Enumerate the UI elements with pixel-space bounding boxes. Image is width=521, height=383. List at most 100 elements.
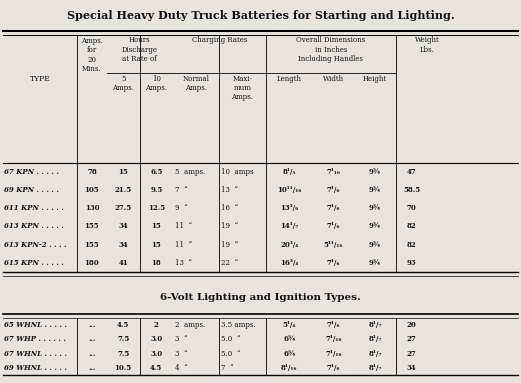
Text: 613 KPN . . . . .: 613 KPN . . . . .	[4, 223, 64, 231]
Text: 67 KPN . . . . .: 67 KPN . . . . .	[4, 168, 59, 176]
Text: 9¾: 9¾	[369, 204, 381, 212]
Text: 7¹/₆: 7¹/₆	[327, 223, 340, 231]
Text: 14¹/₇: 14¹/₇	[280, 223, 299, 231]
Text: ...: ...	[88, 321, 96, 329]
Text: 4  “: 4 “	[175, 364, 188, 372]
Text: 615 KPN . . . . .: 615 KPN . . . . .	[4, 259, 64, 267]
Text: 7¹/₆: 7¹/₆	[327, 364, 340, 372]
Text: Amps.
for
20
Mins.: Amps. for 20 Mins.	[81, 37, 103, 73]
Text: 70: 70	[407, 204, 416, 212]
Text: 3.0: 3.0	[150, 336, 163, 344]
Text: 613 KPN-2 . . . .: 613 KPN-2 . . . .	[4, 241, 67, 249]
Text: 7¹/₆: 7¹/₆	[327, 186, 340, 194]
Text: 65 WHNL . . . . .: 65 WHNL . . . . .	[4, 321, 67, 329]
Text: 67 WHP . . . . . .: 67 WHP . . . . . .	[4, 336, 66, 344]
Text: 21.5: 21.5	[115, 186, 132, 194]
Text: 11  “: 11 “	[175, 223, 192, 231]
Text: Maxi-
mum
Amps.: Maxi- mum Amps.	[231, 75, 253, 101]
Text: 155: 155	[84, 223, 100, 231]
Text: 15: 15	[152, 241, 161, 249]
Text: 180: 180	[84, 259, 100, 267]
Text: ...: ...	[88, 336, 96, 344]
Text: 155: 155	[84, 241, 100, 249]
Text: 5.0  “: 5.0 “	[221, 336, 240, 344]
Text: 8¹/₇: 8¹/₇	[368, 364, 382, 372]
Text: 7¹₁₆: 7¹₁₆	[327, 168, 340, 176]
Text: 27: 27	[407, 336, 416, 344]
Text: 2: 2	[154, 321, 159, 329]
Text: 3  “: 3 “	[175, 336, 188, 344]
Text: 10¹¹/₁₆: 10¹¹/₁₆	[277, 186, 301, 194]
Text: 16  “: 16 “	[221, 204, 238, 212]
Text: 82: 82	[407, 241, 416, 249]
Text: 7¹/₆: 7¹/₆	[327, 204, 340, 212]
Text: 78: 78	[87, 168, 97, 176]
Text: 34: 34	[118, 241, 128, 249]
Text: 8¹/₅: 8¹/₅	[282, 168, 296, 176]
Text: 20: 20	[407, 321, 416, 329]
Text: 13³/₆: 13³/₆	[280, 204, 299, 212]
Text: 93: 93	[407, 259, 416, 267]
Text: 9  “: 9 “	[175, 204, 188, 212]
Text: 41: 41	[118, 259, 128, 267]
Text: 7.5: 7.5	[117, 336, 129, 344]
Text: 7¹/₆: 7¹/₆	[327, 321, 340, 329]
Text: 7¹/₁₆: 7¹/₁₆	[325, 350, 342, 358]
Text: 3.5 amps.: 3.5 amps.	[221, 321, 255, 329]
Text: 2  amps.: 2 amps.	[175, 321, 205, 329]
Text: 15: 15	[118, 168, 128, 176]
Text: Overall Dimensions
in Inches
Including Handles: Overall Dimensions in Inches Including H…	[296, 36, 365, 63]
Text: 9¾: 9¾	[369, 168, 381, 176]
Text: 105: 105	[84, 186, 100, 194]
Text: Weight
Lbs.: Weight Lbs.	[415, 36, 440, 54]
Text: 8¹/₇: 8¹/₇	[368, 350, 382, 358]
Text: 12.5: 12.5	[148, 204, 165, 212]
Text: 19  “: 19 “	[221, 241, 238, 249]
Text: 5  amps.: 5 amps.	[175, 168, 205, 176]
Text: 13  “: 13 “	[221, 186, 238, 194]
Text: 6-Volt Lighting and Ignition Types.: 6-Volt Lighting and Ignition Types.	[160, 293, 361, 302]
Text: 4.5: 4.5	[150, 364, 163, 372]
Text: 6.5: 6.5	[150, 168, 163, 176]
Text: 67 WHNL . . . . .: 67 WHNL . . . . .	[4, 350, 67, 358]
Text: 5
Amps.: 5 Amps.	[112, 75, 134, 92]
Text: 9¾: 9¾	[369, 241, 381, 249]
Text: 34: 34	[407, 364, 416, 372]
Text: 19  “: 19 “	[221, 223, 238, 231]
Text: Length: Length	[277, 75, 302, 83]
Text: 8¹/₁₆: 8¹/₁₆	[281, 364, 297, 372]
Text: 6¾: 6¾	[283, 336, 295, 344]
Text: 9¾: 9¾	[369, 223, 381, 231]
Text: 34: 34	[118, 223, 128, 231]
Text: 130: 130	[85, 204, 99, 212]
Text: 8¹/₇: 8¹/₇	[368, 321, 382, 329]
Text: 6¾: 6¾	[283, 350, 295, 358]
Text: 9¾: 9¾	[369, 186, 381, 194]
Text: 69 KPN . . . . .: 69 KPN . . . . .	[4, 186, 59, 194]
Text: 82: 82	[407, 223, 416, 231]
Text: Normal
Amps.: Normal Amps.	[182, 75, 209, 92]
Text: 10.5: 10.5	[115, 364, 132, 372]
Text: 22  “: 22 “	[221, 259, 238, 267]
Text: 27.5: 27.5	[115, 204, 132, 212]
Text: 16³/₄: 16³/₄	[280, 259, 299, 267]
Text: 7¹/₆: 7¹/₆	[327, 259, 340, 267]
Text: Hours
Discharge
at Rate of: Hours Discharge at Rate of	[122, 36, 158, 63]
Text: 8¹/₇: 8¹/₇	[368, 336, 382, 344]
Text: 10
Amps.: 10 Amps.	[145, 75, 167, 92]
Text: 27: 27	[407, 350, 416, 358]
Text: 5.0  “: 5.0 “	[221, 350, 240, 358]
Text: 47: 47	[407, 168, 416, 176]
Text: ...: ...	[88, 364, 96, 372]
Text: 5¹¹/₁₆: 5¹¹/₁₆	[324, 241, 343, 249]
Text: 15: 15	[152, 223, 161, 231]
Text: Height: Height	[363, 75, 387, 83]
Text: 10  amps: 10 amps	[221, 168, 253, 176]
Text: 7  “: 7 “	[175, 186, 188, 194]
Text: TYPE: TYPE	[30, 75, 50, 83]
Text: 5¹/₄: 5¹/₄	[282, 321, 296, 329]
Text: 9.5: 9.5	[150, 186, 163, 194]
Text: 18: 18	[152, 259, 161, 267]
Text: 9¾: 9¾	[369, 259, 381, 267]
Text: 4.5: 4.5	[117, 321, 129, 329]
